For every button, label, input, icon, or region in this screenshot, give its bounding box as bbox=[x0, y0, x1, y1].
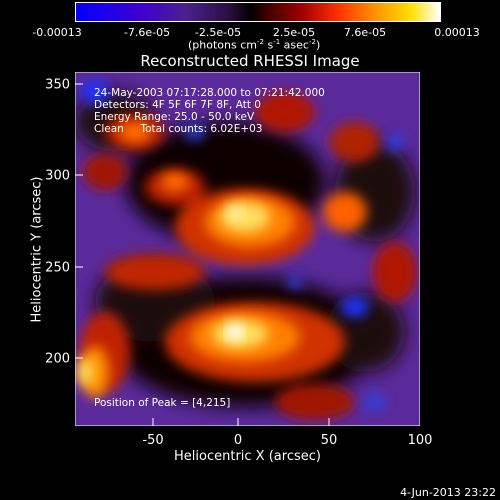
colorbar-units: (photons cm-2 s-1 asec-2) bbox=[188, 38, 321, 52]
x-axis-label: Heliocentric X (arcsec) bbox=[174, 449, 321, 464]
colorbar bbox=[75, 2, 441, 22]
info-clean: Clean Total counts: 6.02E+03 bbox=[94, 123, 263, 135]
x-tick-label: 0 bbox=[233, 433, 243, 448]
colorbar-tick: -7.6e-05 bbox=[123, 26, 171, 39]
y-tick-label: 200 bbox=[45, 351, 70, 367]
info-time: 24-May-2003 07:17:28.000 to 07:21:42.000 bbox=[94, 87, 325, 99]
y-tick-label: 300 bbox=[45, 168, 70, 184]
colorbar-tick: 2.5e-05 bbox=[272, 26, 316, 39]
colorbar-tick: 0.00013 bbox=[434, 26, 480, 39]
colorbar-tick: 7.6e-05 bbox=[343, 26, 387, 39]
x-tick-label: -50 bbox=[142, 433, 164, 448]
info-peak: Position of Peak = [4,215] bbox=[94, 397, 231, 409]
x-tick-label: 100 bbox=[407, 433, 433, 448]
page-title: Reconstructed RHESSI Image bbox=[140, 52, 360, 70]
y-tick-label: 350 bbox=[45, 77, 70, 93]
rhessi-image bbox=[75, 72, 420, 426]
y-tick-label: 250 bbox=[45, 260, 70, 276]
colorbar-tick: -2.5e-05 bbox=[194, 26, 242, 39]
info-energy: Energy Range: 25.0 - 50.0 keV bbox=[94, 111, 255, 123]
x-tick-label: 50 bbox=[320, 433, 338, 448]
timestamp: 4-Jun-2013 23:22 bbox=[400, 486, 496, 499]
y-axis-label: Heliocentric Y (arcsec) bbox=[29, 176, 45, 323]
colorbar-tick: -0.00013 bbox=[32, 26, 82, 39]
info-detectors: Detectors: 4F 5F 6F 7F 8F, Att 0 bbox=[94, 99, 261, 111]
